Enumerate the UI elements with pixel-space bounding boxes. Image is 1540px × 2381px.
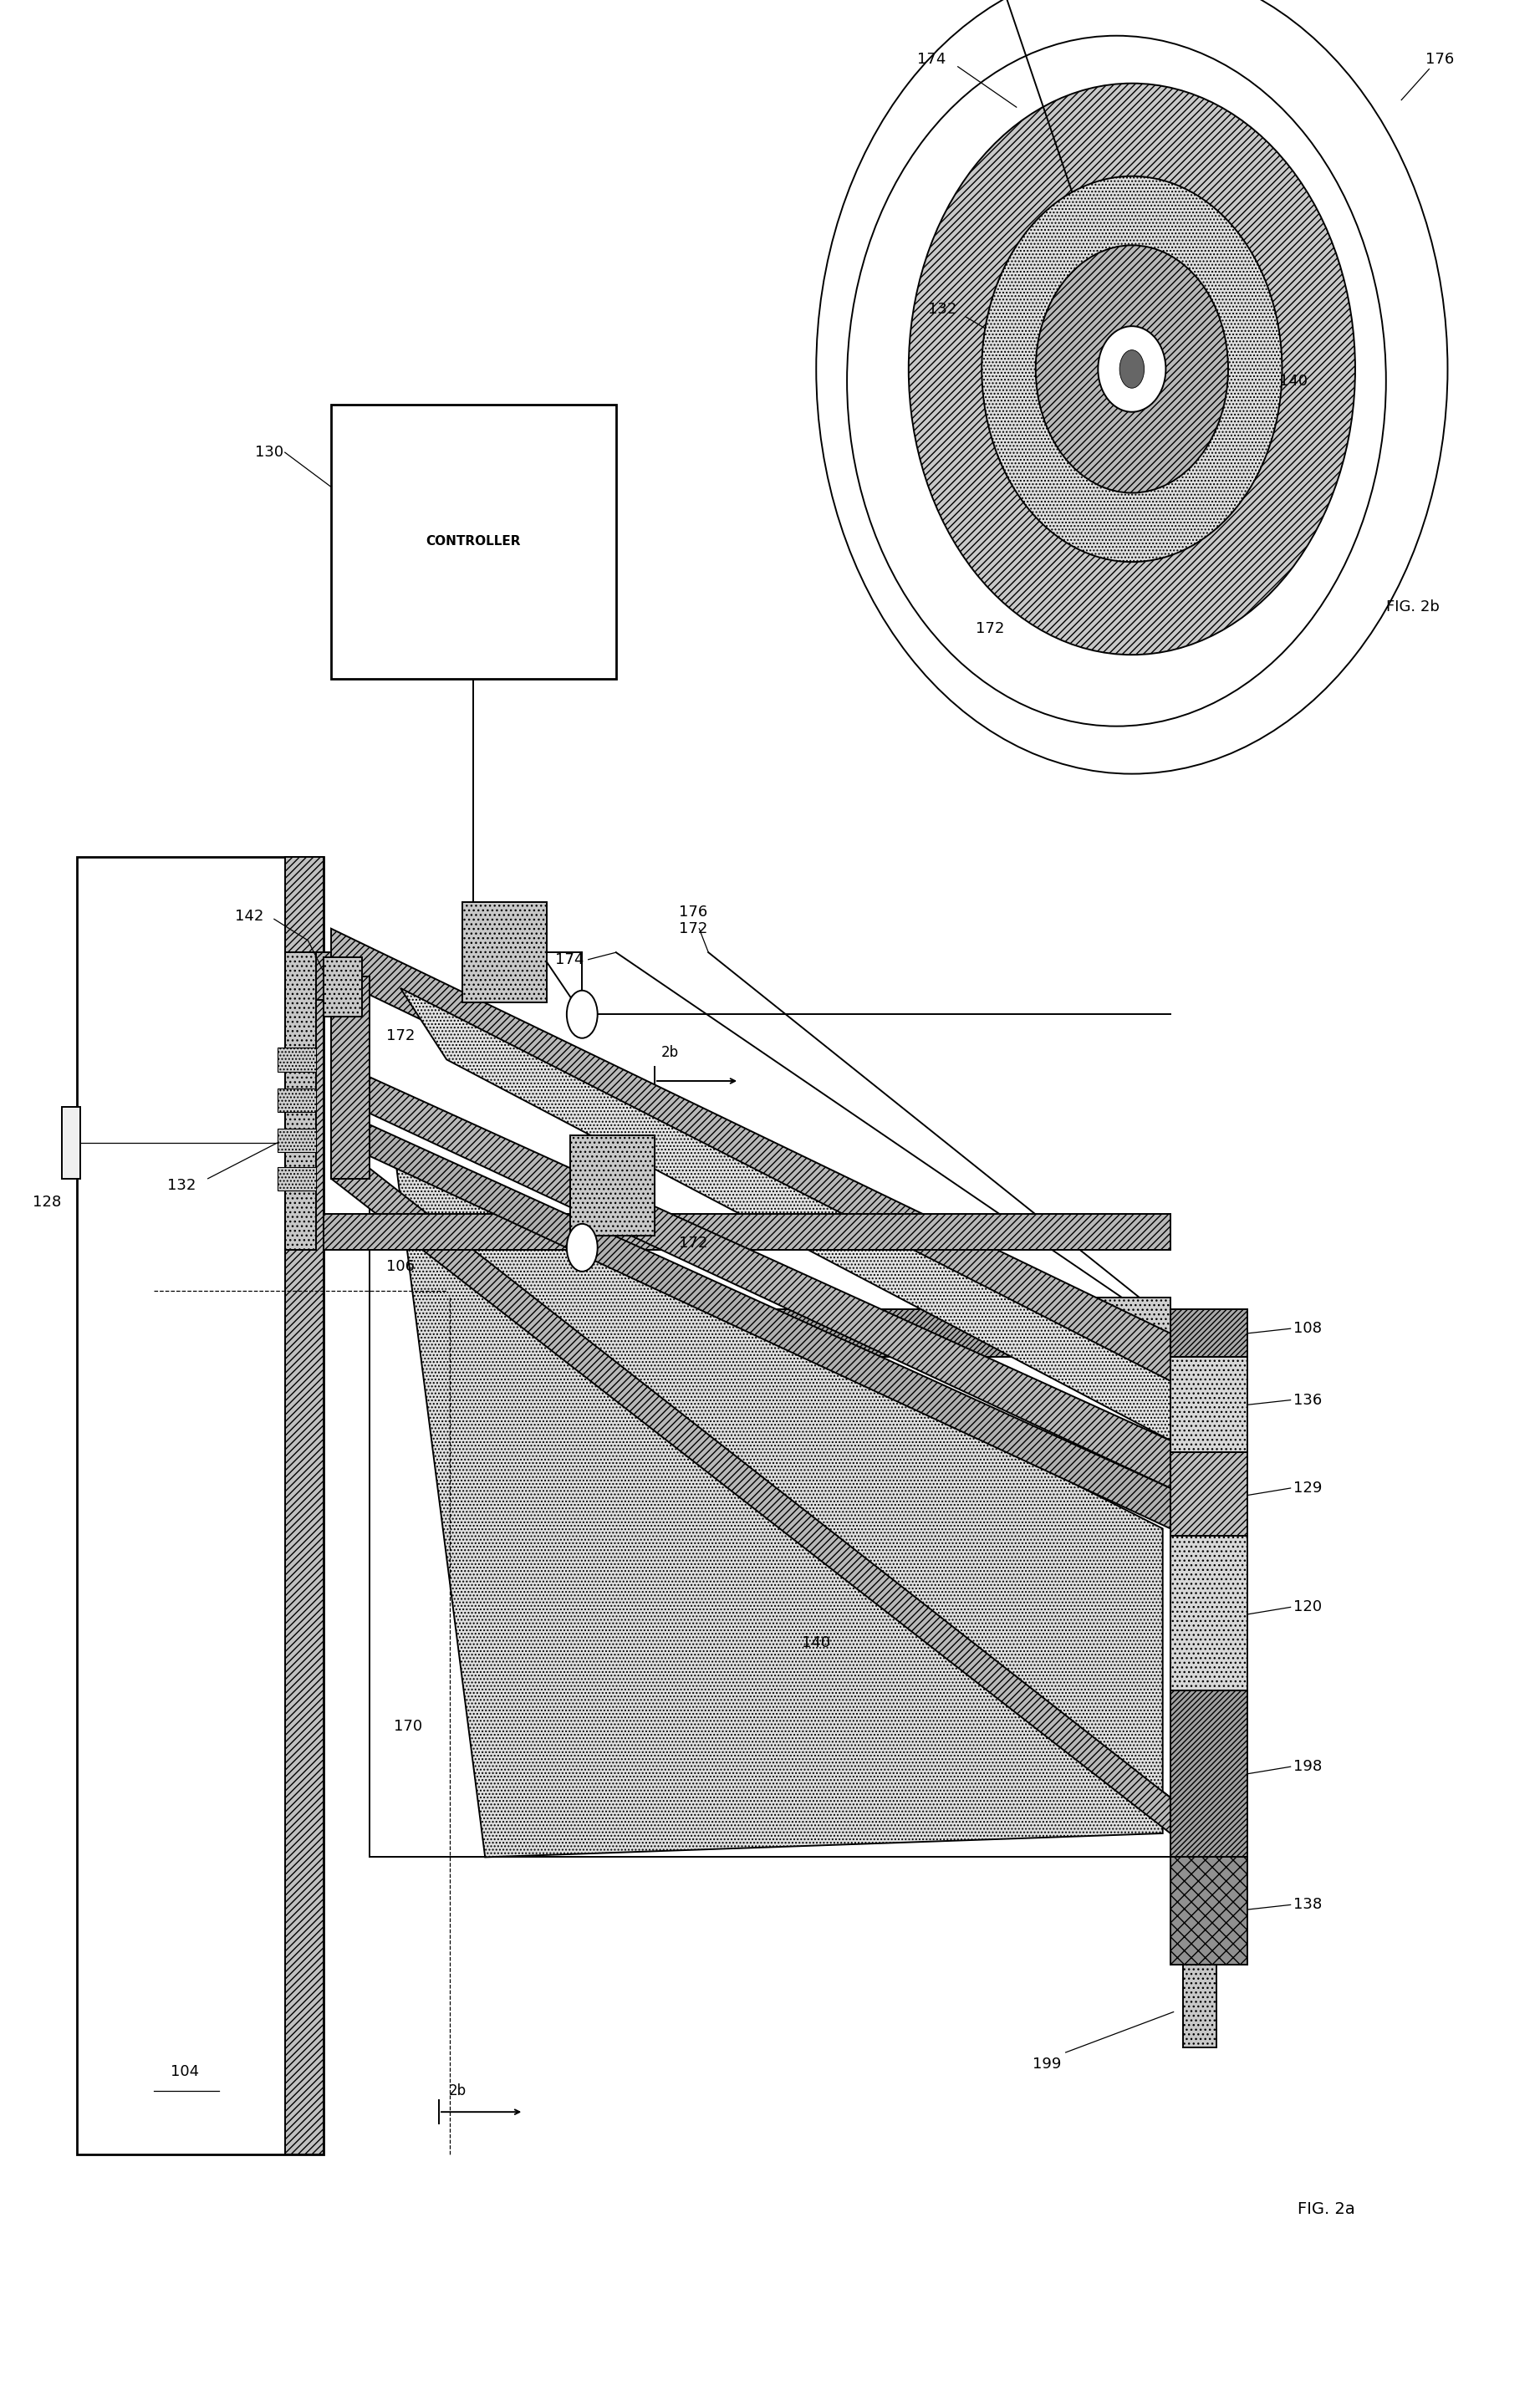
Polygon shape [285, 952, 331, 1000]
Circle shape [1120, 350, 1144, 388]
Polygon shape [570, 1136, 654, 1236]
Ellipse shape [1098, 326, 1166, 412]
Text: 199: 199 [1033, 2057, 1061, 2071]
Text: 140: 140 [1280, 374, 1307, 388]
Text: 108: 108 [1294, 1321, 1321, 1336]
Polygon shape [1047, 1298, 1170, 1357]
Text: 129: 129 [1294, 1481, 1323, 1495]
Polygon shape [331, 405, 616, 679]
Polygon shape [277, 1167, 316, 1190]
Ellipse shape [847, 36, 1386, 726]
Polygon shape [1170, 1536, 1247, 1691]
Polygon shape [331, 929, 1170, 1381]
Polygon shape [62, 1107, 80, 1179]
Text: 172: 172 [679, 921, 707, 936]
Text: 172: 172 [679, 1236, 707, 1250]
Text: 128: 128 [32, 1195, 62, 1210]
Ellipse shape [909, 83, 1355, 655]
Text: 140: 140 [802, 1636, 830, 1650]
Text: 106: 106 [387, 1260, 414, 1274]
Ellipse shape [1035, 245, 1229, 493]
Circle shape [567, 1224, 598, 1271]
Polygon shape [285, 857, 323, 2155]
Polygon shape [1170, 1691, 1247, 1857]
Text: 198: 198 [1294, 1760, 1323, 1774]
Text: 132: 132 [168, 1179, 196, 1193]
Polygon shape [323, 1214, 1170, 1250]
Polygon shape [393, 1138, 1163, 1857]
Polygon shape [1170, 1310, 1247, 1357]
Text: 174: 174 [918, 52, 946, 67]
Polygon shape [277, 1088, 316, 1112]
Text: 104: 104 [171, 2064, 199, 2079]
Text: 130: 130 [256, 445, 283, 460]
Text: CONTROLLER: CONTROLLER [427, 536, 521, 548]
Polygon shape [323, 957, 362, 1017]
Ellipse shape [816, 0, 1448, 774]
Text: 132: 132 [929, 302, 956, 317]
Text: 170: 170 [394, 1719, 422, 1733]
Polygon shape [1170, 1357, 1247, 1452]
Polygon shape [1183, 1964, 1217, 2048]
Text: 120: 120 [1294, 1600, 1323, 1614]
Ellipse shape [983, 176, 1281, 562]
Text: 2b: 2b [661, 1045, 679, 1060]
Text: 136: 136 [1294, 1393, 1323, 1407]
Polygon shape [370, 1179, 1170, 1857]
Polygon shape [331, 1107, 1170, 1529]
Text: 138: 138 [1294, 1898, 1323, 1912]
Polygon shape [277, 1129, 316, 1152]
Text: 176: 176 [1426, 52, 1454, 67]
Text: 172: 172 [976, 621, 1004, 636]
Text: 142: 142 [236, 910, 263, 924]
Polygon shape [400, 988, 1170, 1441]
Circle shape [567, 990, 598, 1038]
Text: 174: 174 [556, 952, 584, 967]
Polygon shape [323, 952, 331, 1012]
Polygon shape [1170, 1857, 1247, 1964]
Text: FIG. 2a: FIG. 2a [1298, 2202, 1355, 2217]
Polygon shape [277, 1048, 316, 1071]
Text: 2b: 2b [448, 2083, 467, 2098]
Polygon shape [462, 1310, 1170, 1357]
Text: 176: 176 [679, 905, 707, 919]
Polygon shape [331, 1060, 1170, 1488]
Polygon shape [77, 857, 323, 2155]
Polygon shape [331, 1138, 1170, 1833]
Text: 172: 172 [387, 1029, 414, 1043]
Polygon shape [1170, 1452, 1247, 1536]
Text: FIG. 2b: FIG. 2b [1386, 600, 1440, 614]
Polygon shape [462, 902, 547, 1002]
Polygon shape [285, 952, 316, 1250]
Polygon shape [331, 976, 370, 1179]
